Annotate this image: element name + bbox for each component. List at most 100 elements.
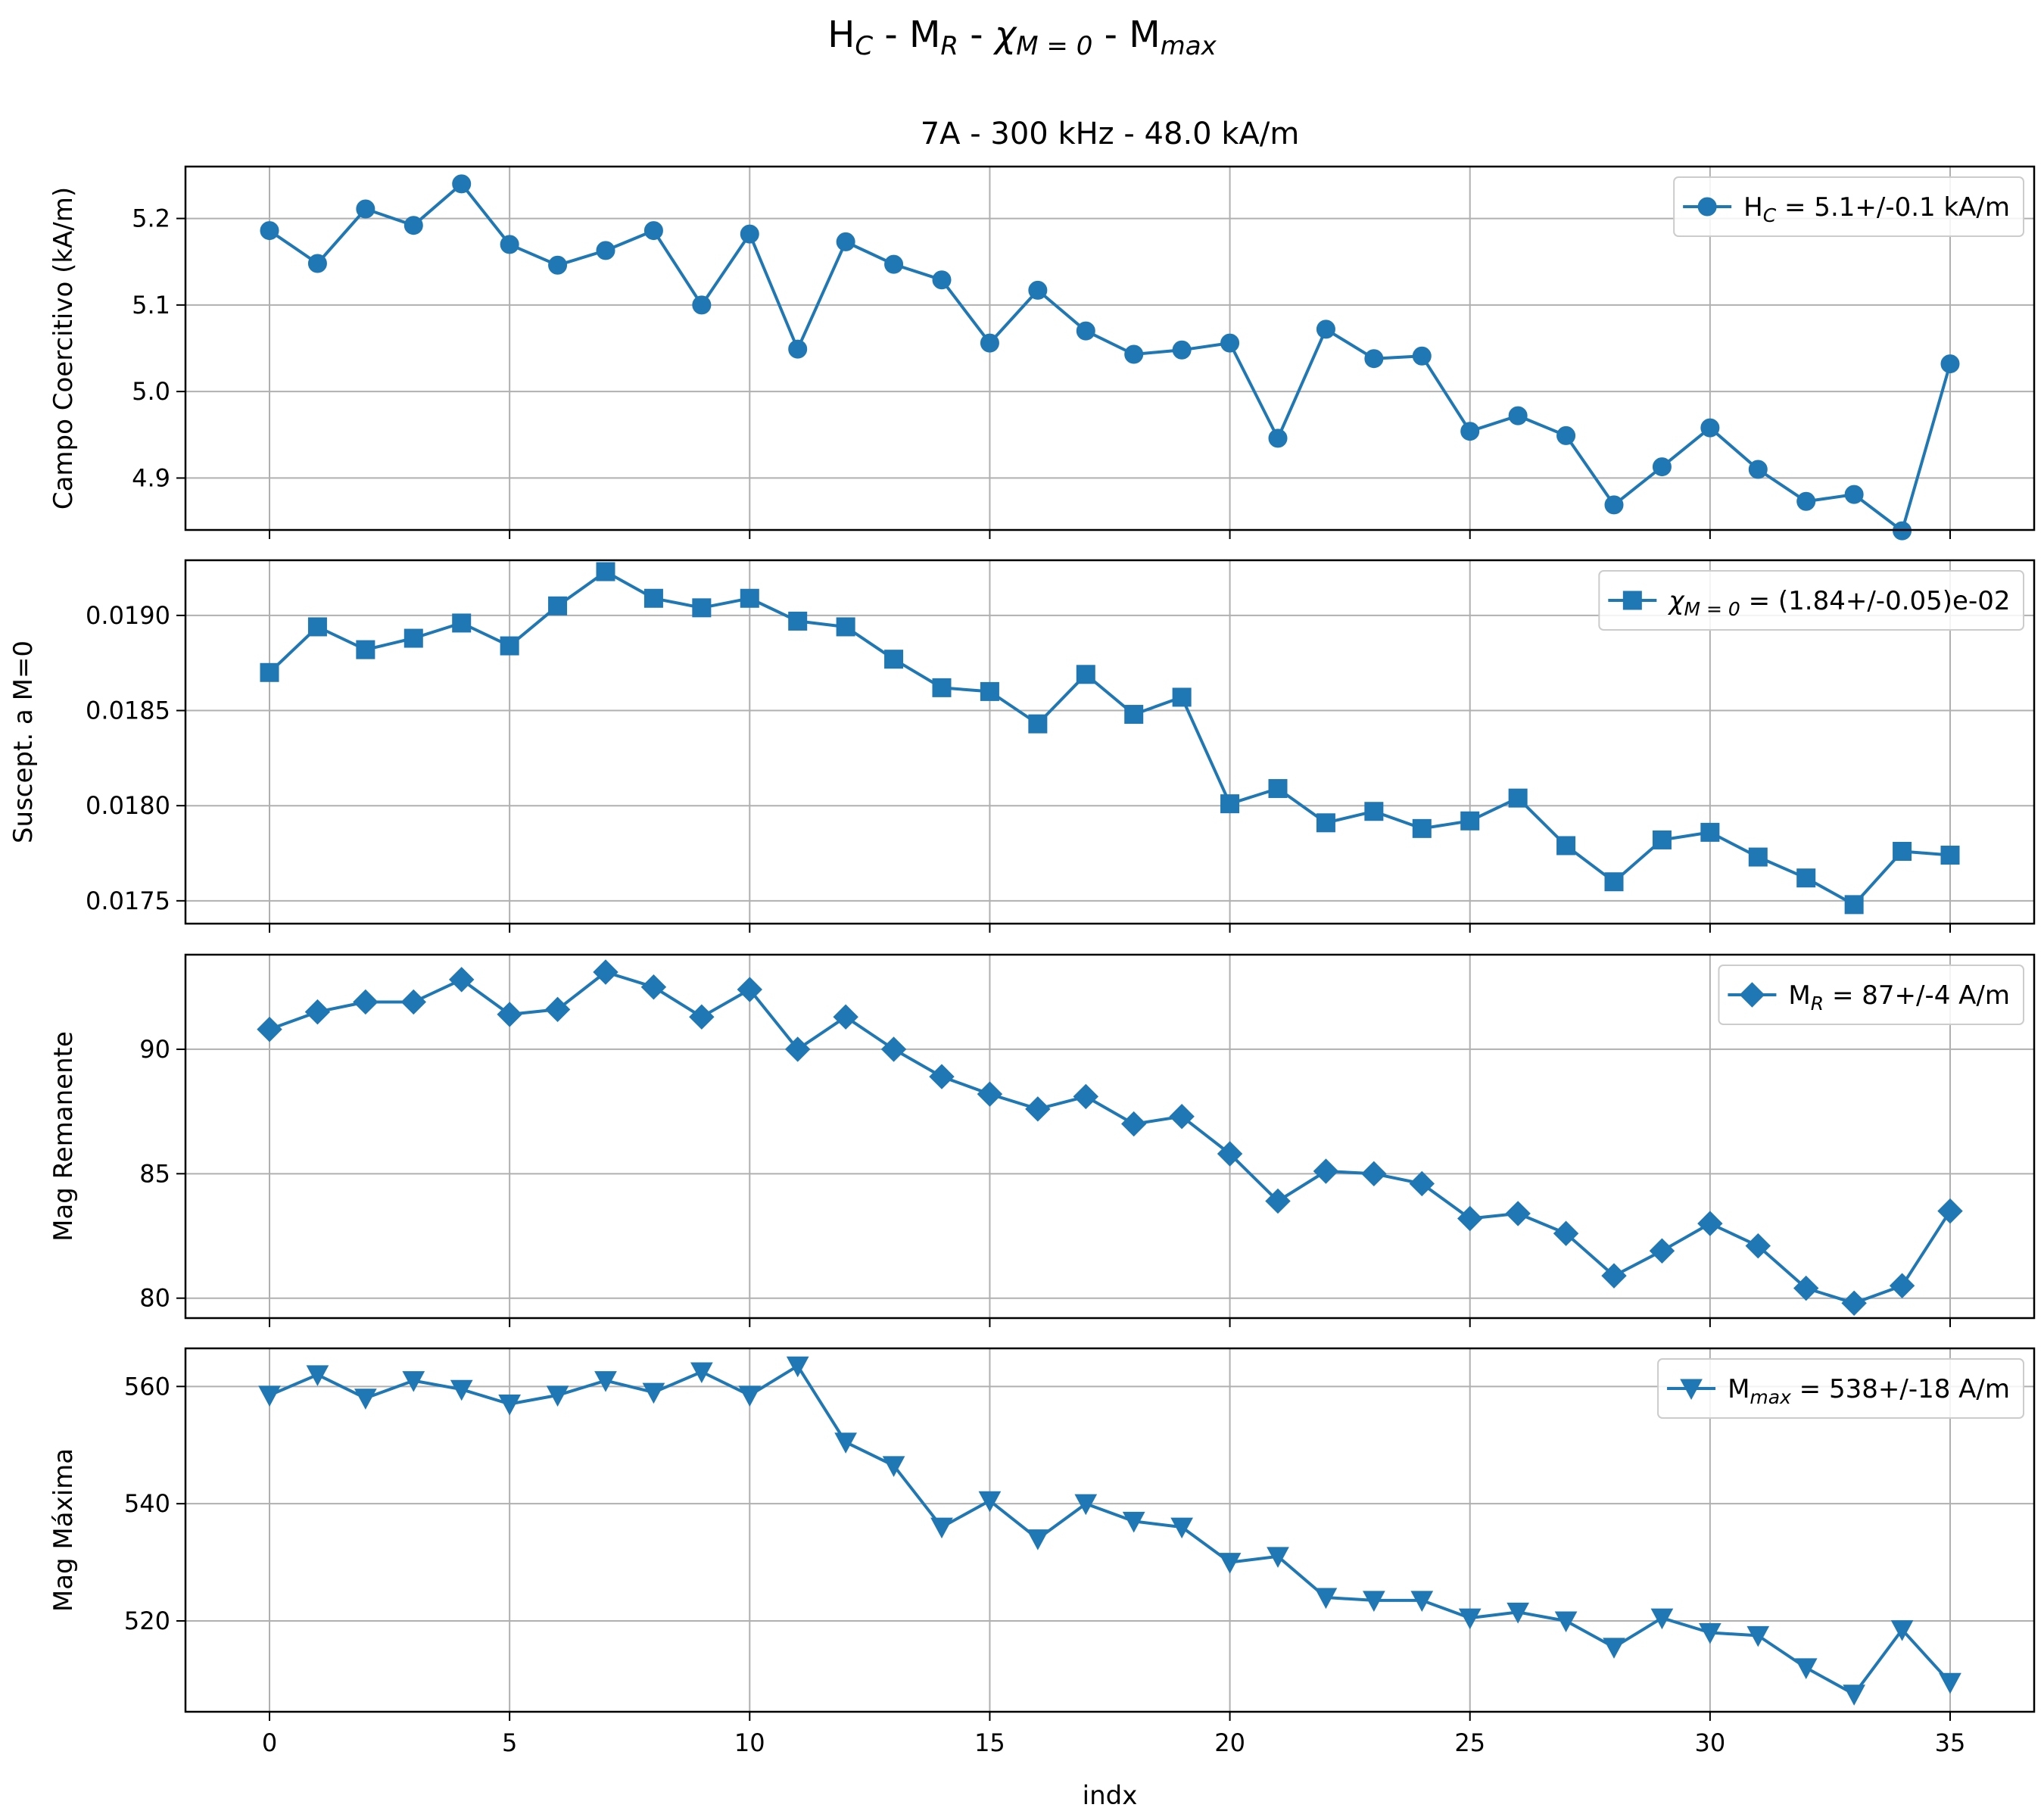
suptitle-symbol: M (909, 14, 940, 56)
data-point (1364, 802, 1384, 821)
data-point (1508, 788, 1528, 808)
legend: χM = 0 = (1.84+/-0.05)e-02 (1598, 570, 2024, 631)
legend-label: HC = 5.1+/-0.1 kA/m (1743, 192, 2010, 226)
data-point (788, 611, 808, 631)
data-point (497, 1002, 522, 1027)
data-point (500, 636, 519, 656)
data-point (1603, 1638, 1625, 1659)
y-tick-label: 5.2 (132, 204, 170, 233)
data-point (1844, 895, 1864, 915)
data-point (1316, 319, 1335, 339)
data-point (737, 977, 762, 1002)
y-tick-label: 0.0175 (86, 887, 170, 915)
legend-label: χM = 0 = (1.84+/-0.05)e-02 (1667, 586, 2010, 620)
data-point (1363, 1591, 1385, 1612)
data-point (1074, 1494, 1098, 1516)
data-point (257, 1016, 282, 1043)
data-point (1844, 485, 1864, 504)
x-axis-label: indx (1083, 1781, 1138, 1811)
data-point (1409, 1170, 1435, 1197)
data-point (1508, 406, 1528, 425)
data-point (1460, 811, 1480, 831)
data-point (353, 989, 379, 1015)
data-point (1457, 1205, 1483, 1232)
data-point (307, 617, 327, 637)
data-point (356, 640, 375, 659)
data-point (836, 232, 855, 251)
data-point (642, 1382, 665, 1404)
data-point (307, 254, 327, 273)
data-point (880, 1036, 907, 1062)
suptitle-subscript: max (1161, 31, 1217, 61)
data-point (404, 216, 423, 235)
data-point (690, 1362, 713, 1384)
legend-marker (1622, 591, 1642, 610)
y-tick-label: 5.1 (132, 291, 170, 319)
data-point (1220, 794, 1240, 814)
data-point (1027, 1529, 1049, 1551)
y-tick-label: 0.0190 (86, 601, 170, 630)
data-point (402, 1371, 425, 1392)
data-point (1843, 1685, 1865, 1706)
figure-subtitle: 7A - 300 kHz - 48.0 kA/m (921, 117, 1300, 151)
subplot-stack: 4.9 5.0 5.1 5.2 Campo Coercitivo (kA/m) HC = … (8, 165, 2036, 1757)
y-tick-label: 5.0 (132, 377, 170, 406)
data-point (548, 596, 568, 616)
data-point (1028, 280, 1048, 300)
x-tick-label: 35 (1935, 1728, 1966, 1757)
data-point (1748, 460, 1768, 479)
data-point (1700, 418, 1720, 438)
data-point (1361, 1161, 1387, 1187)
data-point (1889, 1273, 1915, 1298)
subplot-2: 0.0175 0.0180 0.0185 0.0190 Suscept. a M=0 χM… (8, 559, 2036, 933)
data-point (400, 989, 426, 1015)
data-point (1268, 779, 1288, 799)
data-point (689, 1004, 715, 1030)
data-point (1507, 1602, 1529, 1624)
data-point (1746, 1625, 1770, 1647)
y-axis-label: Suscept. a M=0 (8, 640, 39, 843)
data-point (1556, 425, 1576, 445)
data-point (546, 1385, 569, 1407)
y-axis-label: Campo Coercitivo (kA/m) (48, 187, 79, 510)
x-tick-label: 10 (734, 1728, 765, 1757)
data-point (498, 1395, 521, 1416)
y-axis-label: Mag Máxima (48, 1448, 79, 1612)
data-point (1122, 1511, 1145, 1533)
data-point (884, 254, 904, 274)
data-point (1652, 830, 1672, 849)
data-point (884, 650, 904, 669)
data-point (643, 588, 663, 608)
data-point (594, 1371, 617, 1392)
suptitle-symbol: H (827, 14, 855, 56)
data-point (354, 1388, 377, 1410)
legend-label: Mmax = 538+/-18 A/m (1728, 1374, 2010, 1408)
data-point (304, 999, 331, 1025)
suptitle-separator: - (958, 14, 995, 56)
data-point (788, 339, 808, 359)
data-point (500, 235, 519, 254)
y-tick-label: 540 (124, 1489, 170, 1518)
data-point (640, 974, 667, 1000)
data-point (1460, 422, 1480, 441)
subplot-1: 4.9 5.0 5.1 5.2 Campo Coercitivo (kA/m) HC = … (48, 165, 2036, 541)
data-point (980, 681, 999, 701)
suptitle-separator: - (873, 14, 909, 56)
data-point (452, 613, 472, 633)
series-line (269, 1364, 1952, 1696)
axes-frame (184, 559, 2036, 925)
legend-marker (1739, 982, 1765, 1008)
data-point (1554, 1611, 1578, 1633)
data-point (1220, 333, 1240, 353)
data-point (1699, 1622, 1722, 1644)
data-point (1939, 1672, 1961, 1694)
data-point (1412, 818, 1432, 838)
data-point (1025, 1096, 1051, 1122)
data-point (1796, 868, 1816, 888)
data-point (1169, 1103, 1195, 1130)
x-tick-label: 30 (1694, 1728, 1725, 1757)
suptitle-subscript: M = 0 (1016, 31, 1092, 61)
data-point (452, 174, 472, 194)
data-point (740, 224, 759, 244)
